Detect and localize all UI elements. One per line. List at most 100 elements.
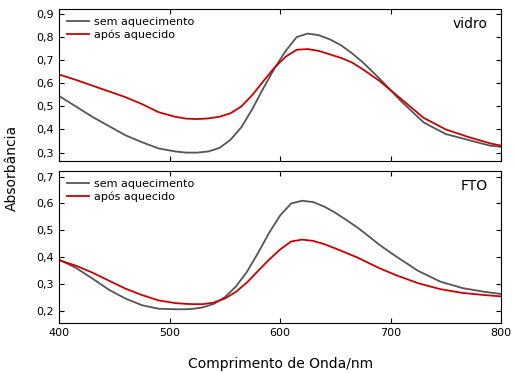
sem aquecimento bbox=[498, 145, 504, 149]
após aquecido bbox=[343, 251, 350, 255]
após aquecido bbox=[393, 273, 399, 278]
sem aquecimento bbox=[244, 270, 250, 274]
após aquecido bbox=[122, 95, 128, 99]
sem aquecimento bbox=[498, 292, 504, 296]
sem aquecimento bbox=[343, 218, 350, 222]
sem aquecimento bbox=[156, 146, 162, 151]
após aquecido bbox=[122, 286, 128, 291]
após aquecido bbox=[293, 47, 300, 52]
Line: após aquecido: após aquecido bbox=[59, 239, 501, 304]
sem aquecimento bbox=[106, 124, 112, 128]
sem aquecimento bbox=[122, 296, 128, 301]
após aquecido bbox=[183, 116, 189, 121]
sem aquecimento bbox=[238, 125, 245, 129]
após aquecido bbox=[261, 79, 267, 83]
sem aquecimento bbox=[316, 33, 322, 37]
Line: sem aquecimento: sem aquecimento bbox=[59, 34, 501, 153]
sem aquecimento bbox=[172, 307, 178, 311]
após aquecido bbox=[338, 56, 344, 60]
sem aquecimento bbox=[89, 276, 96, 280]
sem aquecimento bbox=[465, 138, 471, 142]
sem aquecimento bbox=[327, 37, 333, 42]
sem aquecimento bbox=[227, 138, 233, 142]
sem aquecimento bbox=[415, 269, 421, 273]
sem aquecimento bbox=[266, 231, 272, 235]
sem aquecimento bbox=[487, 144, 493, 148]
sem aquecimento bbox=[222, 295, 228, 300]
após aquecido bbox=[255, 269, 261, 273]
sem aquecimento bbox=[183, 150, 189, 155]
após aquecido bbox=[72, 78, 79, 82]
sem aquecimento bbox=[271, 66, 278, 70]
sem aquecimento bbox=[393, 254, 399, 259]
após aquecido bbox=[238, 104, 245, 109]
sem aquecimento bbox=[443, 132, 449, 137]
após aquecido bbox=[460, 291, 466, 295]
sem aquecimento bbox=[437, 279, 444, 284]
após aquecido bbox=[305, 47, 311, 51]
sem aquecimento bbox=[399, 100, 405, 104]
sem aquecimento bbox=[183, 307, 189, 311]
após aquecido bbox=[399, 97, 405, 102]
sem aquecimento bbox=[460, 286, 466, 290]
após aquecido bbox=[377, 79, 383, 83]
após aquecido bbox=[205, 116, 211, 120]
Text: Comprimento de Onda/nm: Comprimento de Onda/nm bbox=[188, 357, 373, 371]
após aquecido bbox=[89, 270, 96, 275]
após aquecido bbox=[482, 293, 488, 297]
sem aquecimento bbox=[283, 49, 289, 53]
sem aquecimento bbox=[349, 51, 355, 56]
sem aquecimento bbox=[338, 43, 344, 47]
após aquecido bbox=[194, 117, 200, 121]
após aquecido bbox=[415, 281, 421, 285]
sem aquecimento bbox=[194, 150, 200, 155]
sem aquecimento bbox=[255, 251, 261, 255]
após aquecido bbox=[139, 293, 145, 297]
Legend: sem aquecimento, após aquecido: sem aquecimento, após aquecido bbox=[65, 15, 196, 42]
após aquecido bbox=[200, 302, 206, 306]
após aquecido bbox=[277, 247, 283, 252]
após aquecido bbox=[216, 115, 223, 119]
sem aquecimento bbox=[191, 307, 197, 311]
sem aquecimento bbox=[305, 31, 311, 36]
após aquecido bbox=[365, 261, 372, 265]
sem aquecimento bbox=[156, 307, 162, 311]
sem aquecimento bbox=[261, 86, 267, 90]
sem aquecimento bbox=[288, 201, 295, 206]
sem aquecimento bbox=[299, 198, 305, 203]
após aquecido bbox=[332, 246, 338, 251]
sem aquecimento bbox=[172, 149, 178, 154]
após aquecido bbox=[191, 302, 197, 306]
sem aquecimento bbox=[360, 60, 366, 65]
após aquecido bbox=[233, 289, 239, 294]
após aquecido bbox=[139, 102, 145, 106]
sem aquecimento bbox=[122, 133, 128, 138]
após aquecido bbox=[360, 67, 366, 72]
após aquecido bbox=[487, 141, 493, 145]
sem aquecimento bbox=[321, 204, 327, 209]
após aquecido bbox=[437, 287, 444, 291]
após aquecido bbox=[310, 239, 317, 243]
após aquecido bbox=[266, 257, 272, 262]
após aquecido bbox=[283, 54, 289, 59]
após aquecido bbox=[377, 266, 383, 270]
sem aquecimento bbox=[56, 257, 62, 262]
sem aquecimento bbox=[310, 200, 317, 204]
sem aquecimento bbox=[420, 120, 427, 125]
após aquecido bbox=[56, 258, 62, 263]
após aquecido bbox=[349, 60, 355, 65]
após aquecido bbox=[106, 89, 112, 94]
sem aquecimento bbox=[377, 243, 383, 247]
após aquecido bbox=[106, 278, 112, 283]
após aquecido bbox=[299, 237, 305, 242]
sem aquecimento bbox=[139, 140, 145, 144]
após aquecido bbox=[498, 294, 504, 299]
Text: vidro: vidro bbox=[453, 17, 488, 31]
sem aquecimento bbox=[200, 305, 206, 310]
sem aquecimento bbox=[72, 104, 79, 109]
sem aquecimento bbox=[216, 146, 223, 150]
após aquecido bbox=[222, 296, 228, 301]
sem aquecimento bbox=[205, 149, 211, 154]
sem aquecimento bbox=[277, 213, 283, 218]
após aquecido bbox=[327, 52, 333, 57]
